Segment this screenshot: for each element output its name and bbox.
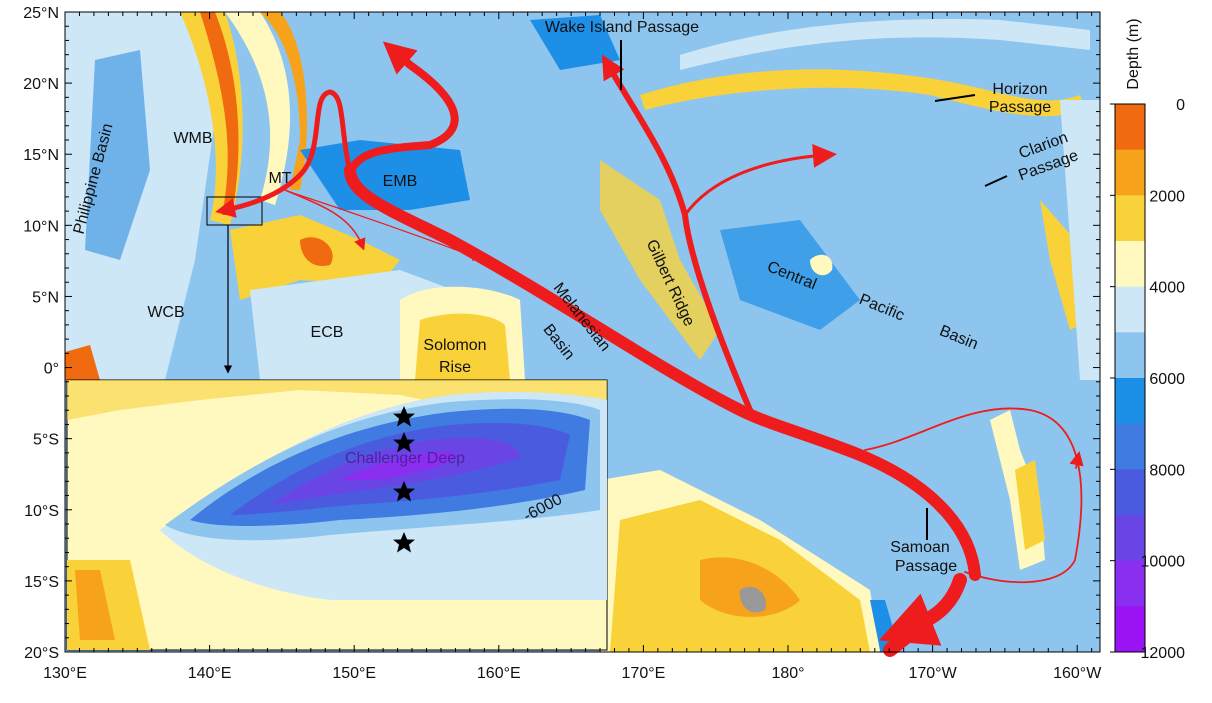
lat-label: 15°S [24,574,59,591]
stars [393,406,415,553]
lon-label: 160°W [1053,665,1102,682]
colorbar-bin [1115,469,1145,516]
label: WMB [173,130,212,147]
map-frame [64,11,1101,653]
label: Solomon [423,337,486,354]
bathymetry [65,12,1100,652]
lat-label: 15°N [23,147,59,164]
inset: Challenger Deep -6000 [66,379,608,651]
colorbar-bin [1115,195,1145,242]
lon-label: 140°E [188,665,232,682]
label: Rise [439,359,471,376]
axes: 25°N 20°N 15°N 10°N 5°N 0° 5°S 10°S 15°S 20°S 130°… [23,5,1102,682]
colorbar-tick-label: 12000 [1141,645,1186,662]
colorbar-bin [1115,423,1145,470]
colorbar-tick-label: 10000 [1141,554,1186,571]
colorbar-bin [1115,606,1145,653]
colorbar-title: Depth (m) [1125,18,1142,89]
passage-markers [620,40,1008,540]
colorbar-bin [1115,560,1145,607]
label: EMB [383,173,418,190]
lat-label: 0° [44,361,59,378]
lat-label: 5°N [32,289,59,306]
lat-label: 25°N [23,5,59,22]
colorbar: 0 2000 4000 6000 8000 10000 12000 Depth (m) [1110,18,1185,662]
label: Wake Island Passage [545,19,699,36]
lon-label: 180° [771,665,804,682]
lat-label: 5°S [33,432,59,449]
label: Horizon [992,81,1047,98]
colorbar-bin [1115,149,1145,196]
colorbar-bin [1115,286,1145,333]
label: Samoan [890,539,950,556]
lat-label: 20°S [24,645,59,662]
colorbar-tick-label: 2000 [1149,188,1185,205]
lat-label: 20°N [23,76,59,93]
lon-label: 150°E [332,665,376,682]
colorbar-tick-label: 0 [1176,97,1185,114]
colorbar-bin [1115,332,1145,379]
colorbar-bin [1115,104,1145,150]
label: ECB [311,324,344,341]
label: Passage [989,99,1051,116]
colorbar-bin [1115,515,1145,561]
inset-box [206,196,263,226]
colorbar-tick-label: 8000 [1149,462,1185,479]
lon-label: 170°W [908,665,957,682]
lon-label: 160°E [477,665,521,682]
colorbar-tick-label: 6000 [1149,371,1185,388]
colorbar-tick-label: 4000 [1149,280,1185,297]
colorbar-bin [1115,378,1145,424]
label: MT [268,170,291,187]
lon-label: 130°E [43,665,87,682]
colorbar-bin [1115,241,1145,287]
label: Passage [895,558,957,575]
lon-label: 170°E [622,665,666,682]
inset-title: Challenger Deep [345,450,465,467]
lat-label: 10°N [23,218,59,235]
label: WCB [147,304,184,321]
flow-arrows [215,41,1084,657]
lat-label: 10°S [24,503,59,520]
